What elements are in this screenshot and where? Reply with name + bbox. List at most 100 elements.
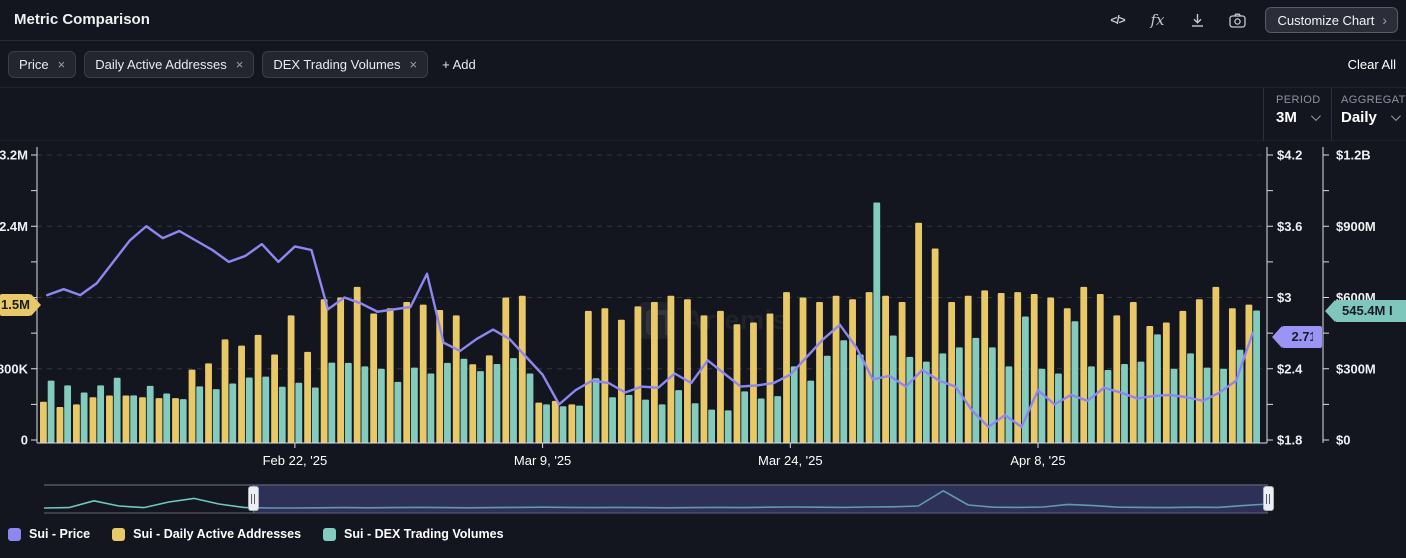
bar-daily-active-addresses[interactable]	[370, 313, 378, 443]
bar-dex-trading-volumes[interactable]	[741, 391, 749, 443]
bar-dex-trading-volumes[interactable]	[1071, 321, 1079, 443]
bar-dex-trading-volumes[interactable]	[543, 404, 550, 443]
bar-daily-active-addresses[interactable]	[271, 354, 278, 444]
bar-daily-active-addresses[interactable]	[584, 310, 592, 443]
bar-daily-active-addresses[interactable]	[1245, 304, 1253, 443]
brush-handle-right[interactable]	[1262, 486, 1274, 511]
bar-daily-active-addresses[interactable]	[337, 297, 345, 444]
bar-dex-trading-volumes[interactable]	[80, 392, 88, 444]
add-metric-button[interactable]: + Add	[442, 56, 476, 72]
bar-dex-trading-volumes[interactable]	[1038, 368, 1046, 443]
bar-dex-trading-volumes[interactable]	[377, 368, 385, 443]
bar-daily-active-addresses[interactable]	[1162, 322, 1170, 443]
bar-daily-active-addresses[interactable]	[518, 295, 526, 443]
clear-all-button[interactable]: Clear All	[1347, 56, 1396, 72]
bar-dex-trading-volumes[interactable]	[477, 371, 484, 443]
legend-item-daa[interactable]: Sui - Daily Active Addresses	[112, 527, 301, 541]
bar-dex-trading-volumes[interactable]	[807, 380, 815, 443]
aggregate-select[interactable]: AGGREGATE Daily	[1341, 94, 1406, 126]
bar-dex-trading-volumes[interactable]	[1203, 367, 1211, 443]
bar-dex-trading-volumes[interactable]	[1005, 366, 1013, 443]
bar-daily-active-addresses[interactable]	[568, 404, 576, 443]
formula-icon[interactable]: fx	[1150, 11, 1165, 29]
bar-daily-active-addresses[interactable]	[1063, 308, 1071, 443]
bar-dex-trading-volumes[interactable]	[658, 404, 666, 443]
bar-daily-active-addresses[interactable]	[832, 295, 840, 443]
bar-dex-trading-volumes[interactable]	[444, 362, 451, 443]
bar-daily-active-addresses[interactable]	[634, 306, 642, 443]
bar-dex-trading-volumes[interactable]	[823, 355, 831, 443]
bar-daily-active-addresses[interactable]	[551, 400, 559, 443]
bar-daily-active-addresses[interactable]	[56, 407, 64, 443]
bar-dex-trading-volumes[interactable]	[691, 403, 699, 443]
bar-dex-trading-volumes[interactable]	[988, 347, 996, 443]
bar-dex-trading-volumes[interactable]	[196, 386, 204, 443]
legend-item-dex[interactable]: Sui - DEX Trading Volumes	[323, 527, 504, 541]
bar-daily-active-addresses[interactable]	[849, 299, 856, 443]
bar-daily-active-addresses[interactable]	[964, 295, 972, 443]
bar-dex-trading-volumes[interactable]	[179, 399, 187, 443]
bar-dex-trading-volumes[interactable]	[906, 356, 914, 443]
bar-dex-trading-volumes[interactable]	[163, 393, 171, 443]
bar-daily-active-addresses[interactable]	[1228, 308, 1236, 443]
remove-metric-icon[interactable]: ×	[57, 56, 66, 72]
bar-daily-active-addresses[interactable]	[287, 315, 295, 443]
bar-daily-active-addresses[interactable]	[89, 397, 97, 443]
bar-daily-active-addresses[interactable]	[172, 398, 179, 443]
bar-dex-trading-volumes[interactable]	[972, 337, 980, 443]
bar-dex-trading-volumes[interactable]	[955, 347, 963, 443]
bar-daily-active-addresses[interactable]	[238, 345, 245, 443]
bar-dex-trading-volumes[interactable]	[790, 366, 798, 443]
bar-daily-active-addresses[interactable]	[750, 322, 757, 443]
bar-daily-active-addresses[interactable]	[898, 301, 906, 443]
bar-dex-trading-volumes[interactable]	[856, 354, 864, 444]
bar-daily-active-addresses[interactable]	[419, 304, 427, 443]
bar-daily-active-addresses[interactable]	[799, 297, 807, 444]
bar-daily-active-addresses[interactable]	[700, 315, 708, 443]
metric-tag-dex-trading-volumes[interactable]: DEX Trading Volumes ×	[262, 50, 429, 78]
bar-dex-trading-volumes[interactable]	[493, 364, 501, 443]
bar-daily-active-addresses[interactable]	[40, 401, 47, 443]
bar-dex-trading-volumes[interactable]	[262, 376, 270, 443]
bar-daily-active-addresses[interactable]	[915, 222, 923, 443]
bar-dex-trading-volumes[interactable]	[1253, 310, 1260, 443]
bar-dex-trading-volumes[interactable]	[559, 406, 567, 443]
bar-daily-active-addresses[interactable]	[865, 292, 873, 443]
bar-daily-active-addresses[interactable]	[1195, 299, 1203, 443]
bar-dex-trading-volumes[interactable]	[295, 382, 303, 443]
metric-tag-price[interactable]: Price ×	[8, 50, 77, 78]
bar-daily-active-addresses[interactable]	[73, 404, 80, 443]
bar-dex-trading-volumes[interactable]	[47, 380, 55, 443]
bar-dex-trading-volumes[interactable]	[1154, 334, 1161, 443]
bar-dex-trading-volumes[interactable]	[757, 398, 765, 443]
bar-daily-active-addresses[interactable]	[221, 339, 229, 443]
bar-dex-trading-volumes[interactable]	[427, 373, 435, 444]
bar-daily-active-addresses[interactable]	[139, 397, 146, 443]
bar-dex-trading-volumes[interactable]	[245, 377, 253, 443]
bar-dex-trading-volumes[interactable]	[708, 409, 716, 443]
bar-dex-trading-volumes[interactable]	[64, 385, 72, 443]
bar-daily-active-addresses[interactable]	[684, 299, 691, 443]
brush-selection[interactable]	[253, 485, 1268, 513]
bar-daily-active-addresses[interactable]	[1080, 286, 1088, 443]
bar-daily-active-addresses[interactable]	[403, 301, 411, 443]
bar-dex-trading-volumes[interactable]	[576, 405, 583, 443]
bar-daily-active-addresses[interactable]	[783, 292, 790, 443]
bar-daily-active-addresses[interactable]	[717, 310, 724, 443]
bar-dex-trading-volumes[interactable]	[642, 399, 649, 443]
bar-dex-trading-volumes[interactable]	[146, 385, 154, 443]
bar-dex-trading-volumes[interactable]	[410, 367, 418, 443]
bar-dex-trading-volumes[interactable]	[1104, 369, 1112, 443]
bar-daily-active-addresses[interactable]	[188, 369, 196, 443]
bar-daily-active-addresses[interactable]	[386, 308, 394, 443]
bar-dex-trading-volumes[interactable]	[774, 396, 782, 443]
bar-dex-trading-volumes[interactable]	[1137, 361, 1145, 443]
bar-dex-trading-volumes[interactable]	[526, 373, 534, 444]
bar-daily-active-addresses[interactable]	[882, 295, 889, 443]
bar-daily-active-addresses[interactable]	[816, 301, 823, 443]
brush-handle-left[interactable]	[247, 486, 259, 511]
bar-daily-active-addresses[interactable]	[1146, 326, 1154, 443]
period-select[interactable]: PERIOD 3M	[1276, 94, 1321, 126]
embed-code-icon[interactable]: </>	[1110, 13, 1125, 27]
bar-daily-active-addresses[interactable]	[469, 364, 477, 443]
